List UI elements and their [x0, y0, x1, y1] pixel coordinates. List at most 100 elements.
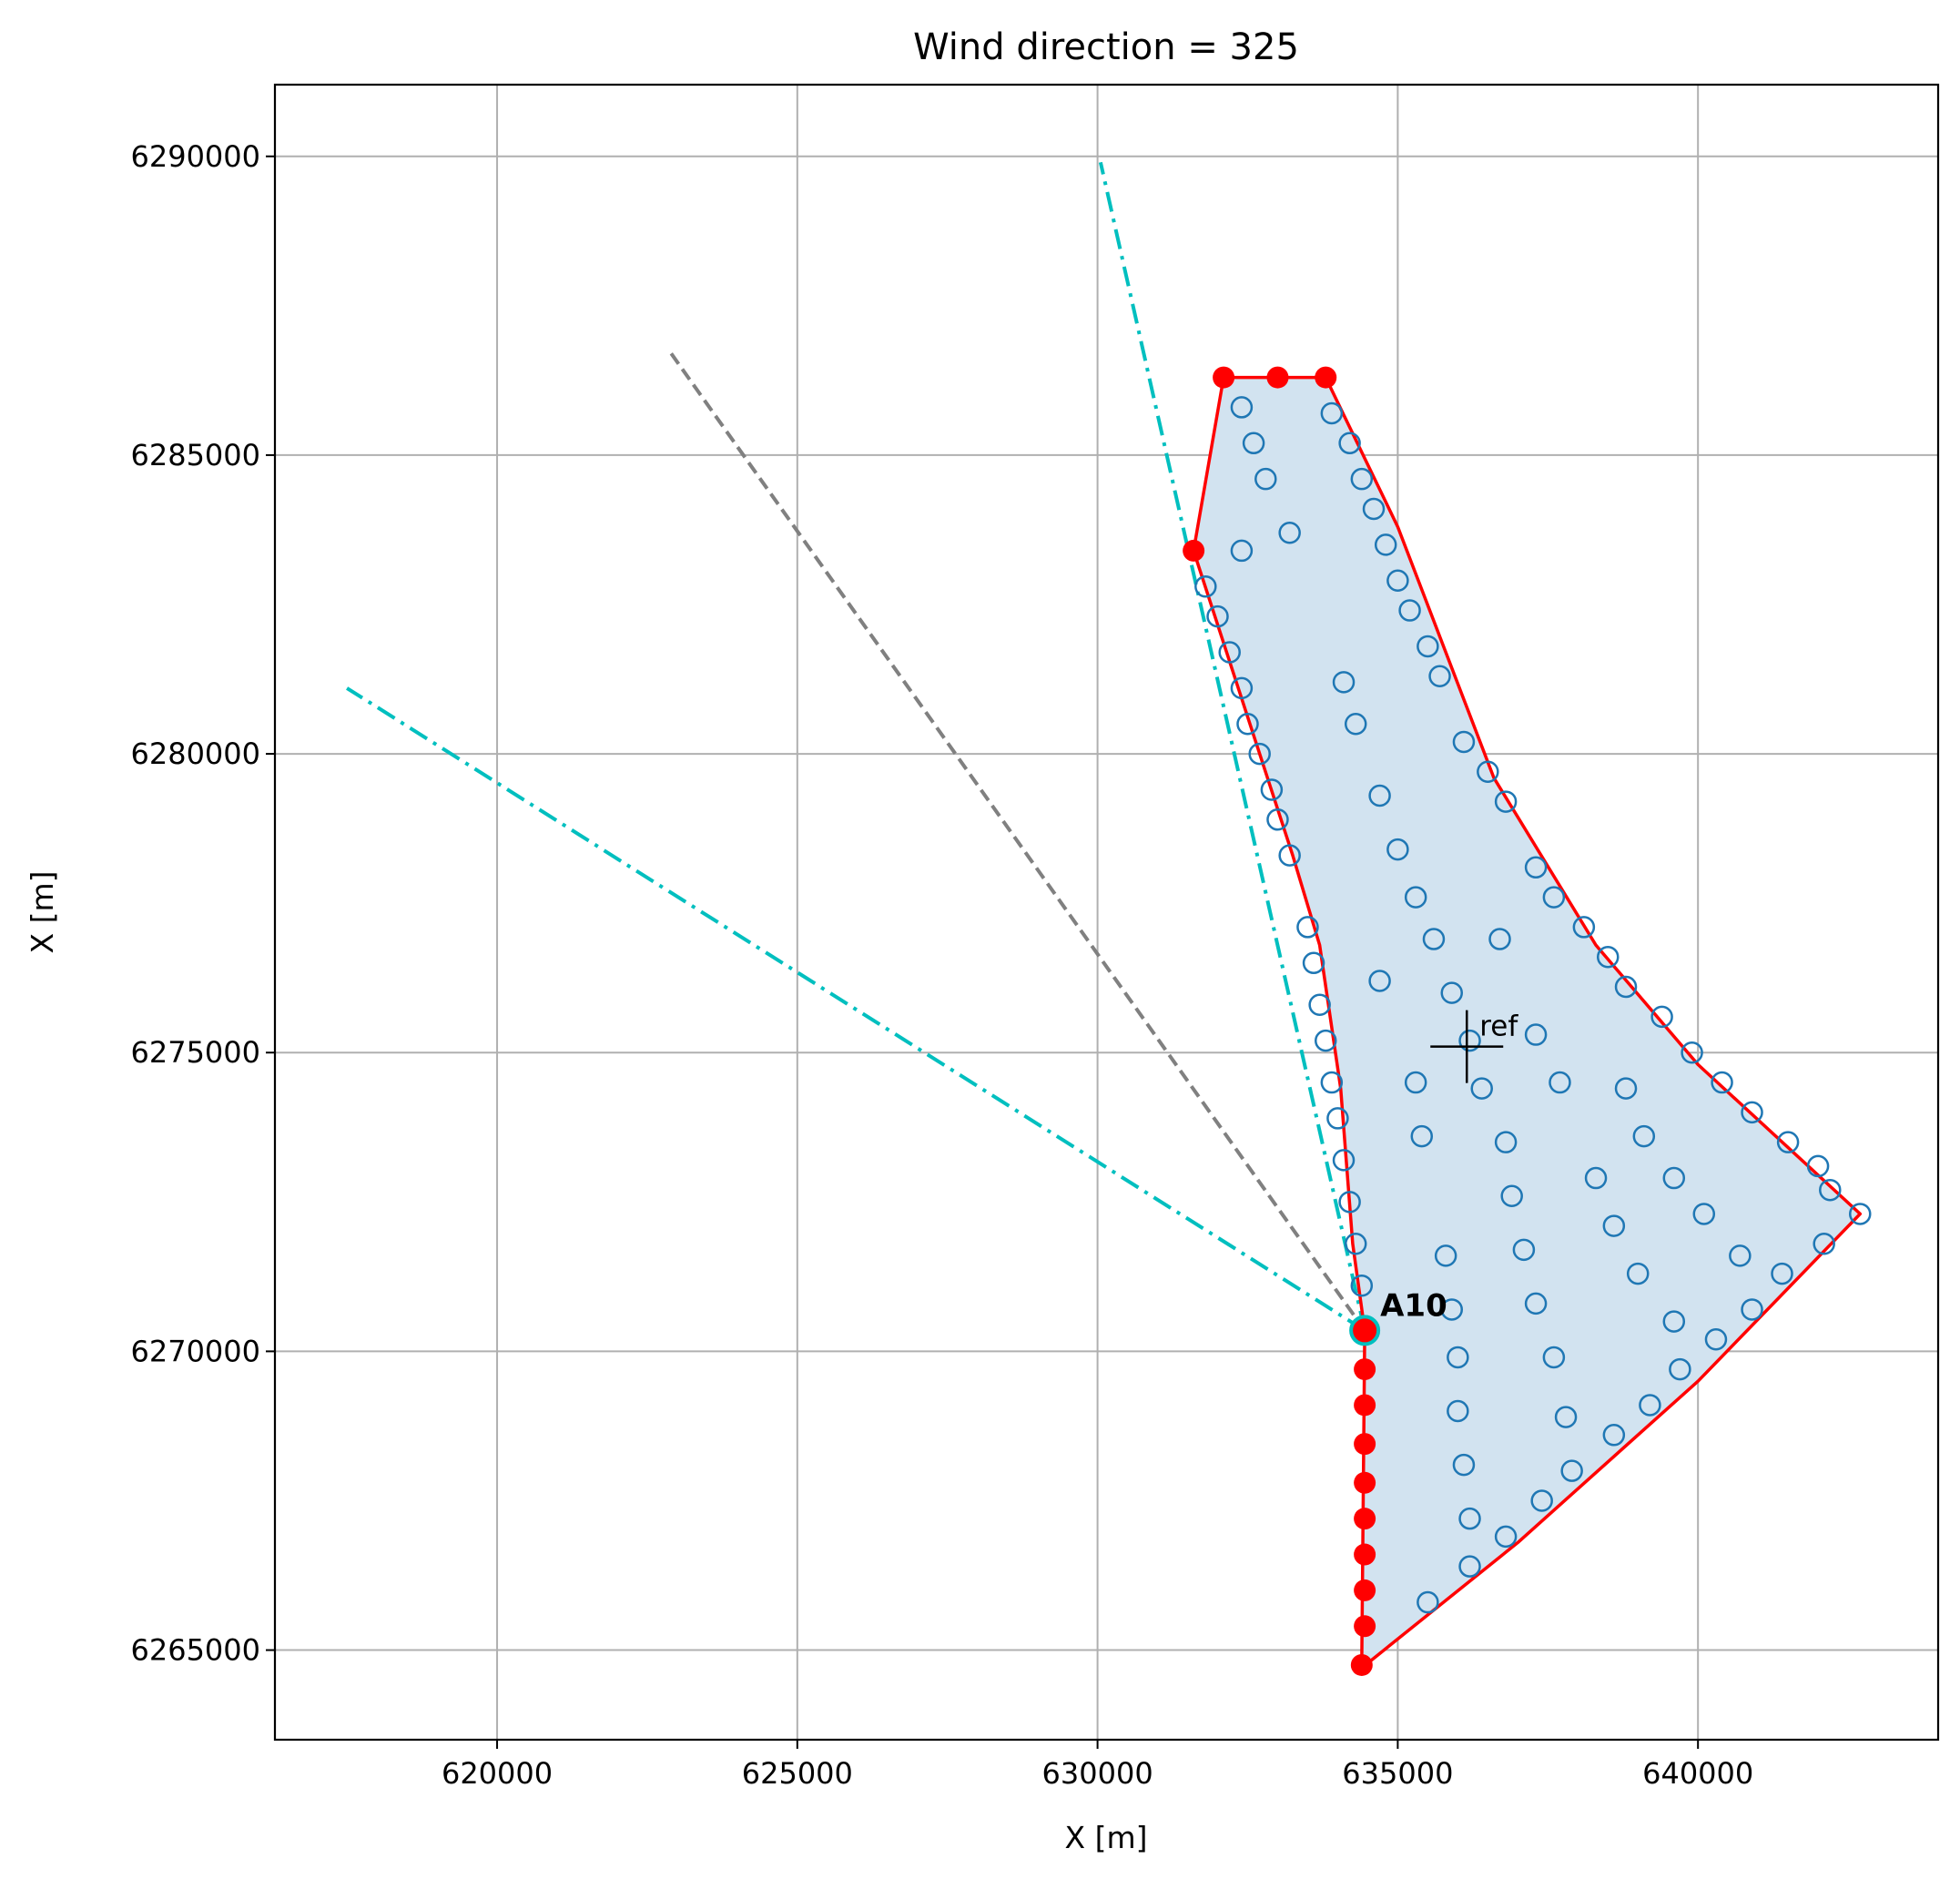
turbine-point [1332, 671, 1356, 694]
turbine-point [1332, 1149, 1356, 1172]
boundary-line [1192, 375, 1863, 1670]
turbine-point [1248, 742, 1271, 766]
turbine-point [1440, 981, 1464, 1004]
turbine-point [1320, 1071, 1344, 1094]
turbine-point [1711, 1071, 1733, 1094]
turbine-point [1260, 778, 1284, 801]
boundary-point [1183, 539, 1205, 562]
turbine-point [1344, 713, 1367, 736]
highlight-turbine-point [1349, 1315, 1381, 1346]
turbine-point [1470, 1077, 1493, 1100]
turbine-point [1410, 1124, 1434, 1148]
turbine-point [1266, 808, 1289, 831]
turbine-point [1194, 575, 1217, 598]
turbine-point [1302, 951, 1325, 975]
turbine-point [1350, 1274, 1374, 1297]
turbine-point [1488, 928, 1511, 950]
boundary-point [1354, 1615, 1376, 1638]
turbine-point [1602, 1214, 1626, 1237]
turbine-point [1422, 928, 1446, 950]
turbine-point [1218, 641, 1241, 664]
turbine-point [1741, 1298, 1763, 1321]
boundary-point [1315, 366, 1337, 389]
turbine-point [1374, 533, 1397, 556]
turbine-point [1549, 1071, 1571, 1094]
x-tick-label: 630000 [1042, 1756, 1153, 1791]
turbine-point [1230, 539, 1254, 563]
turbine-point [1386, 838, 1409, 861]
turbine-point [1326, 1107, 1349, 1130]
turbine-point [1524, 856, 1548, 879]
turbine-point [1512, 1238, 1536, 1262]
turbine-point [1386, 569, 1409, 592]
turbine-point [1338, 432, 1361, 455]
turbine-point [1626, 1262, 1650, 1285]
turbine-point [1500, 1184, 1523, 1208]
wind-direction-line [669, 352, 1366, 1332]
ticks: 620000 625000 630000 635000 640000 6265000 627… [130, 139, 1753, 1791]
turbine-point [1452, 1453, 1476, 1477]
x-tick-label: 640000 [1642, 1756, 1753, 1791]
turbine-point [1477, 760, 1499, 784]
x-tick-label: 625000 [742, 1756, 853, 1791]
turbine-point [1542, 1346, 1566, 1369]
turbine-point [1254, 467, 1277, 491]
turbine-point [1278, 844, 1301, 867]
ref-label: ref [1479, 1011, 1518, 1043]
turbine-point [1447, 1346, 1469, 1369]
sector-line [346, 686, 1366, 1333]
plot-data: A10 ref [346, 161, 1872, 1676]
turbine-point [1452, 730, 1476, 754]
turbine-point [1458, 1555, 1481, 1578]
turbine-point [1338, 1191, 1361, 1214]
turbine-point [1662, 1166, 1686, 1190]
turbine-point [1417, 635, 1439, 658]
turbine-point [1813, 1233, 1835, 1255]
turbine-point [1314, 1029, 1337, 1052]
boundary-point [1354, 1433, 1376, 1456]
turbine-point [1669, 1357, 1691, 1381]
turbine-point [1236, 713, 1259, 736]
turbine-point [1447, 1399, 1469, 1423]
boundary-point [1266, 366, 1289, 389]
turbine-point [1458, 1507, 1481, 1530]
turbine-point [1362, 497, 1386, 521]
turbine-point [1434, 1244, 1457, 1267]
turbine-point [1806, 1154, 1830, 1178]
turbine-point [1417, 1590, 1439, 1614]
boundary-point [1354, 1579, 1376, 1601]
farm-area-fill [1193, 377, 1861, 1669]
turbine-point [1819, 1178, 1842, 1202]
turbine-point [1542, 886, 1566, 909]
turbine-point [1344, 1233, 1367, 1255]
turbine-point [1639, 1394, 1661, 1417]
turbine-point [1704, 1328, 1728, 1351]
boundary-point [1354, 1543, 1376, 1566]
turbine-point [1428, 665, 1451, 688]
x-tick-label: 620000 [442, 1756, 553, 1791]
boundary-point [1350, 1653, 1373, 1676]
turbine-point [1614, 1077, 1638, 1100]
y-tick-label: 6265000 [130, 1633, 260, 1668]
turbine-point [1308, 993, 1331, 1016]
turbine-point [1524, 1292, 1548, 1315]
turbine-point [1596, 945, 1620, 969]
turbine-point [1524, 1023, 1548, 1046]
turbine-point [1230, 396, 1254, 419]
turbine-point [1554, 1406, 1578, 1428]
boundary-point [1354, 1471, 1376, 1494]
turbine-point [1572, 916, 1596, 939]
boundary-point [1354, 1394, 1376, 1417]
turbine-point [1632, 1124, 1656, 1148]
turbine-point [1560, 1459, 1583, 1482]
turbine-point [1278, 521, 1301, 544]
turbine-point [1602, 1424, 1626, 1447]
boundary-point [1213, 366, 1235, 389]
turbine-point [1614, 975, 1638, 999]
turbine-point [1729, 1244, 1752, 1267]
chart-title: Wind direction = 325 [913, 26, 1299, 68]
turbine-point [1849, 1203, 1872, 1225]
turbine-point [1296, 916, 1319, 939]
